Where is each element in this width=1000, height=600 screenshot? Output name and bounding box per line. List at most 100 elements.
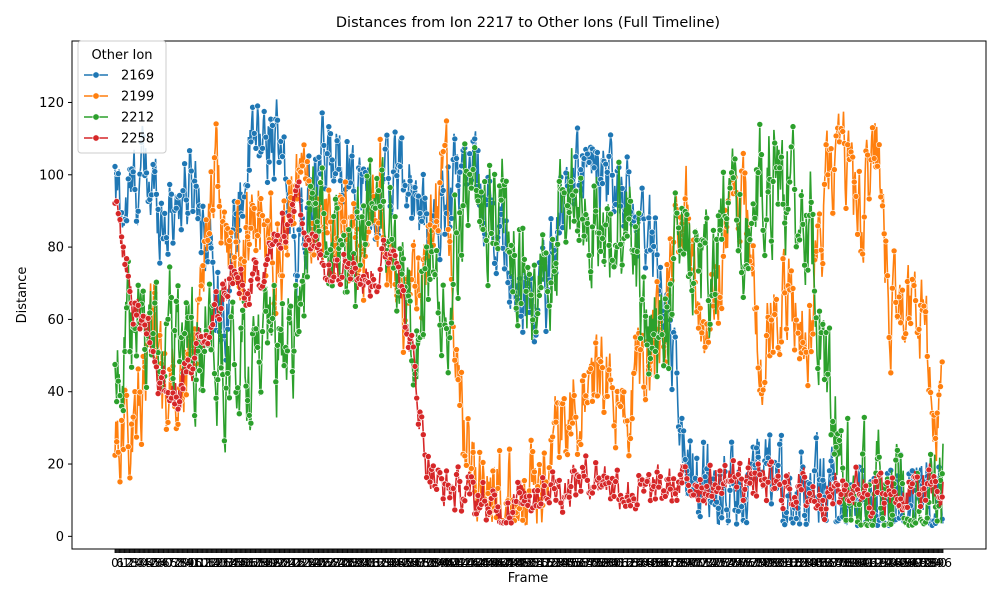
data-point <box>779 255 787 263</box>
data-point <box>536 461 543 468</box>
data-point <box>894 446 901 454</box>
data-point <box>584 150 591 158</box>
data-point <box>870 155 878 162</box>
data-point <box>849 495 857 502</box>
data-point <box>852 463 860 471</box>
data-point <box>280 133 288 141</box>
x-tick-label: 66 <box>162 556 177 570</box>
data-point <box>734 247 742 254</box>
data-point <box>537 284 545 291</box>
data-point <box>890 488 898 496</box>
data-point <box>807 199 815 206</box>
data-point <box>865 195 873 203</box>
x-tick-label: 174 <box>248 556 271 570</box>
legend-marker <box>92 134 100 142</box>
data-point <box>451 191 459 199</box>
data-point <box>821 516 828 523</box>
data-point <box>343 288 351 296</box>
data-point <box>569 419 576 427</box>
data-point <box>517 312 525 320</box>
data-point <box>206 280 213 288</box>
data-point <box>267 327 275 334</box>
data-point <box>463 484 470 492</box>
data-point <box>695 324 702 332</box>
data-point <box>849 153 857 161</box>
data-point <box>920 485 928 492</box>
data-point <box>821 181 828 188</box>
data-point <box>584 476 591 484</box>
data-point <box>120 407 127 414</box>
data-point <box>748 220 755 227</box>
x-tick-label: 270 <box>327 556 350 570</box>
data-point <box>590 483 598 491</box>
data-point <box>284 251 291 259</box>
data-point <box>844 141 852 148</box>
data-point <box>589 223 596 231</box>
data-point <box>756 121 764 128</box>
data-point <box>869 124 876 131</box>
data-point <box>121 261 129 268</box>
data-point <box>184 356 192 364</box>
data-point <box>681 456 689 463</box>
data-point <box>375 283 382 291</box>
data-point <box>163 234 170 241</box>
x-tick-label: 912 <box>859 556 882 570</box>
data-point <box>410 343 417 351</box>
data-point <box>133 311 140 319</box>
data-point <box>806 490 813 497</box>
data-point <box>756 471 764 479</box>
data-point <box>385 259 392 267</box>
data-point <box>116 216 124 223</box>
data-point <box>231 361 238 368</box>
data-point <box>128 363 135 371</box>
x-tick-label: 576 <box>581 556 604 570</box>
x-tick-label: 780 <box>750 556 773 570</box>
data-point <box>395 263 402 271</box>
data-point <box>804 382 812 389</box>
data-point <box>491 491 498 499</box>
x-tick-label: 642 <box>636 556 659 570</box>
data-point <box>360 296 367 304</box>
data-point <box>718 305 726 312</box>
data-point <box>774 472 782 480</box>
x-tick-label: 30 <box>132 556 147 570</box>
data-point <box>797 192 805 199</box>
data-point <box>860 213 868 221</box>
series-2258 <box>111 178 946 527</box>
data-point <box>353 208 361 216</box>
x-tick-label: 558 <box>566 556 589 570</box>
data-point <box>908 276 916 283</box>
data-point <box>279 300 286 308</box>
data-point <box>696 513 704 520</box>
x-tick-label: 828 <box>790 556 813 570</box>
data-point <box>506 298 513 306</box>
legend-label: 2212 <box>121 111 154 126</box>
data-point <box>572 187 580 195</box>
data-point <box>938 470 946 478</box>
data-point <box>146 309 154 317</box>
data-point <box>786 485 794 493</box>
data-point <box>531 338 538 346</box>
data-point <box>211 301 218 308</box>
data-point <box>545 499 553 507</box>
legend-entry-2258: 2258 <box>84 132 154 147</box>
data-point <box>401 182 409 189</box>
data-point <box>783 325 790 333</box>
data-point <box>166 263 173 271</box>
data-point <box>154 206 162 213</box>
data-point <box>270 282 278 289</box>
data-point <box>638 184 646 192</box>
data-point <box>274 232 281 239</box>
x-tick-label: 750 <box>725 556 748 570</box>
x-tick-label: 60 <box>157 556 172 570</box>
data-point <box>280 233 288 240</box>
data-point <box>874 162 881 170</box>
data-point <box>627 502 634 510</box>
data-point <box>582 211 590 218</box>
data-point <box>196 295 203 303</box>
data-point <box>212 288 220 296</box>
data-point <box>118 417 125 424</box>
x-tick-label: 366 <box>407 556 430 570</box>
data-point <box>589 397 596 405</box>
data-point <box>125 443 132 451</box>
